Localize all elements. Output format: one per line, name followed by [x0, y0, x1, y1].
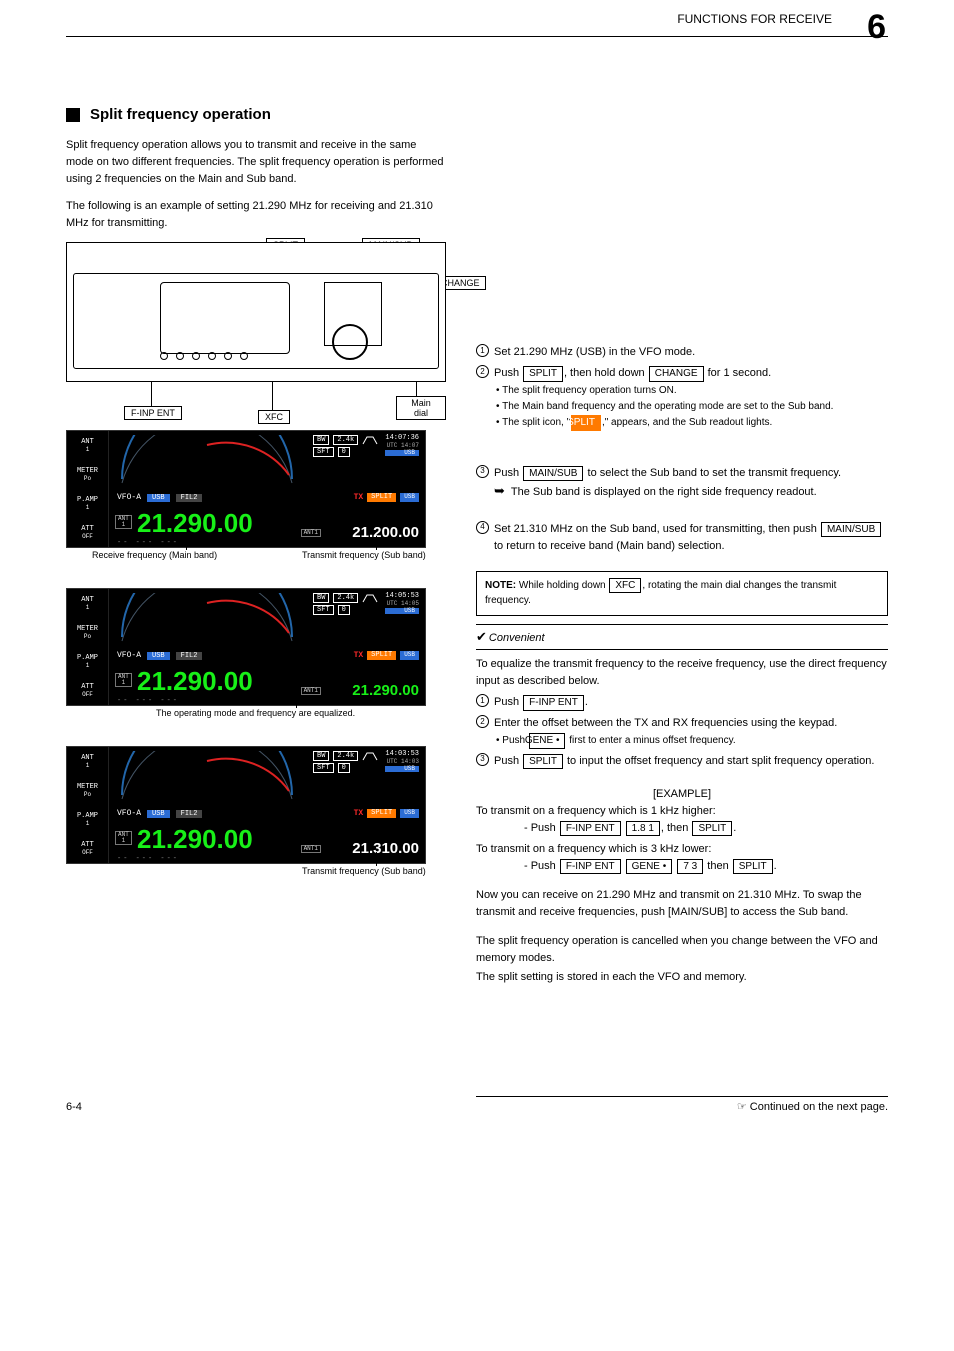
label-fdir: F-INP ENT [124, 406, 182, 420]
step-2: 2 Push SPLIT, then hold down CHANGE for … [476, 365, 888, 431]
example-block: [EXAMPLE] To transmit on a frequency whi… [476, 786, 888, 875]
key-gene: GENE • [529, 733, 566, 749]
panel1-label-sub: Transmit frequency (Sub band) [302, 550, 426, 560]
bullet: • The split frequency operation turns ON… [494, 383, 888, 398]
key-mainsub: MAIN/SUB [523, 466, 583, 482]
step-3: 3 Push MAIN/SUB to select the Sub band t… [476, 465, 888, 501]
footer-page-number: 6-4 [66, 1101, 82, 1113]
display-panel-1-wrap: ANT1 METERPo P.AMP1 ATTOFF BW2.4k SFT0 [66, 430, 446, 548]
page: 6 FUNCTIONS FOR RECEIVE Split frequency … [0, 0, 954, 1137]
header-rule [66, 36, 888, 106]
display-panel-3: ANT1 METERPo P.AMP1 ATTOFF BW2.4k SFT0 1… [66, 746, 426, 864]
intro-p2: The following is an example of setting 2… [66, 198, 446, 232]
square-bullet-icon [66, 108, 80, 122]
key-xfc: XFC [609, 578, 641, 594]
conv-step-3: 3 Push SPLIT to input the offset frequen… [476, 753, 888, 770]
step-number-icon: 3 [476, 753, 489, 766]
sub-frequency: 21.200.00 [352, 524, 419, 541]
bullet: • The Main band frequency and the operat… [494, 399, 888, 414]
section-title: Split frequency operation [90, 106, 271, 123]
note-block: NOTE: While holding down XFC, rotating t… [476, 571, 888, 616]
key-finp: F-INP ENT [523, 695, 584, 711]
display-panel-2: ANT1 METERPo P.AMP1 ATTOFF BW2.4k SFT0 1… [66, 588, 426, 706]
label-maindial: Main dial [396, 396, 446, 420]
panel2-label: The operating mode and frequency are equ… [156, 708, 355, 718]
filter-icon [362, 435, 378, 445]
radio-illustration-wrap: SPLIT MAIN/SUB Main dial F-INP ENT XFC C… [66, 242, 446, 382]
intro-p1: Split frequency operation allows you to … [66, 137, 446, 188]
conv-step-1: 1 Push F-INP ENT. [476, 694, 888, 711]
conv-step-2: 2 Enter the offset between the TX and RX… [476, 715, 888, 749]
arrow-icon: ➥ [494, 484, 505, 497]
step-number-icon: 2 [476, 365, 489, 378]
main-frequency: 21.290.00 [137, 508, 253, 539]
meter-icon [117, 435, 297, 485]
step-number-icon: 1 [476, 694, 489, 707]
radio-illustration [66, 242, 446, 382]
key-change: CHANGE [649, 366, 704, 382]
step-number-icon: 3 [476, 465, 489, 478]
display-panel-2-wrap: ANT1 METERPo P.AMP1 ATTOFF BW2.4k SFT0 1… [66, 588, 446, 706]
panel3-label: Transmit frequency (Sub band) [302, 866, 426, 876]
closing-p2: The split frequency operation is cancell… [476, 933, 888, 967]
section-heading: Split frequency operation [66, 106, 446, 123]
checkmark-icon: ✔ [476, 627, 487, 647]
left-column: Split frequency operation Split frequenc… [66, 106, 446, 1097]
step-1: 1 Set 21.290 MHz (USB) in the VFO mode. [476, 344, 888, 361]
display-panel-3-wrap: ANT1 METERPo P.AMP1 ATTOFF BW2.4k SFT0 1… [66, 746, 446, 864]
step-4: 4 Set 21.310 MHz on the Sub band, used f… [476, 521, 888, 555]
split-badge-icon: SPLIT [571, 415, 601, 431]
footer-rule [476, 1096, 888, 1097]
bullet: • The split icon, "SPLIT," appears, and … [494, 415, 888, 431]
display-panel-1: ANT1 METERPo P.AMP1 ATTOFF BW2.4k SFT0 [66, 430, 426, 548]
closing-p1: Now you can receive on 21.290 MHz and tr… [476, 887, 888, 921]
panel1-label-main: Receive frequency (Main band) [92, 550, 217, 560]
conv-intro: To equalize the transmit frequency to th… [476, 656, 888, 690]
step-number-icon: 1 [476, 344, 489, 357]
key-split: SPLIT [523, 754, 563, 770]
section-label: FUNCTIONS FOR RECEIVE [677, 12, 832, 26]
right-column: 1 Set 21.290 MHz (USB) in the VFO mode. … [476, 106, 888, 1097]
key-split: SPLIT [523, 366, 563, 382]
convenient-heading: ✔Convenient [476, 624, 888, 650]
key-mainsub: MAIN/SUB [821, 522, 881, 538]
step-number-icon: 2 [476, 715, 489, 728]
step-number-icon: 4 [476, 521, 489, 534]
closing-p3: The split setting is stored in each the … [476, 969, 888, 986]
footer-continued: ☞ Continued on the next page. [737, 1100, 888, 1113]
label-xfc: XFC [258, 410, 290, 424]
